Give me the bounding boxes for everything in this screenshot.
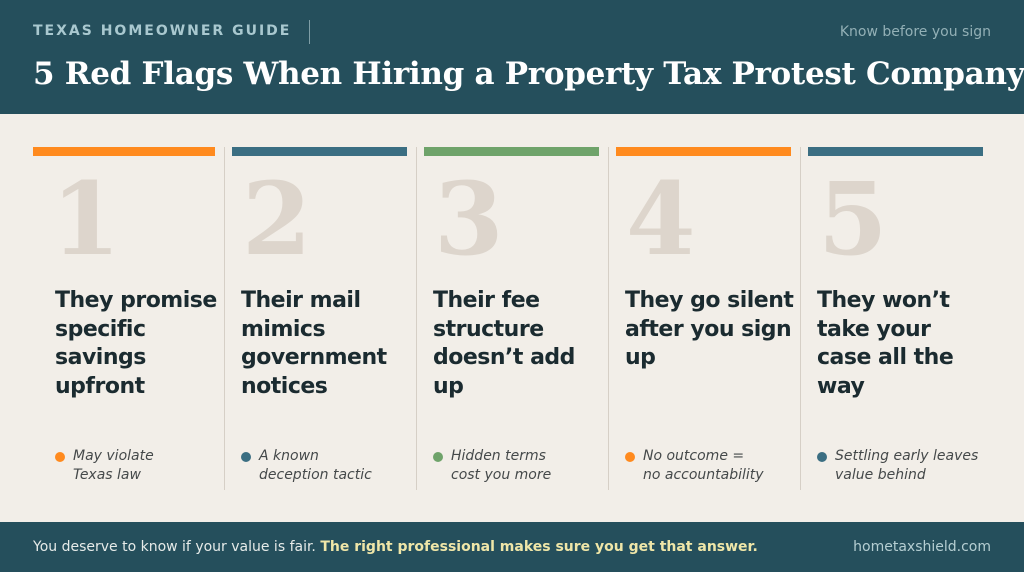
flag-heading: They won’t take your case all the way xyxy=(817,288,954,399)
footer-message: You deserve to know if your value is fai… xyxy=(33,539,758,555)
flag-note-text: A known deception tactic xyxy=(259,448,372,483)
footer-message-emphasis: The right professional makes sure you ge… xyxy=(320,539,758,555)
flag-note-text: May violate Texas law xyxy=(73,448,154,483)
flag-note: Settling early leaves value behind xyxy=(817,447,978,485)
accent-bar xyxy=(616,147,791,156)
flag-heading: They promise specific savings upfront xyxy=(55,288,217,399)
kicker-divider xyxy=(309,20,310,44)
flag-number: 2 xyxy=(242,160,312,278)
flag-note-text: No outcome = no accountability xyxy=(643,448,764,483)
flag-note: May violate Texas law xyxy=(55,447,154,485)
flag-note: A known deception tactic xyxy=(241,447,372,485)
accent-bar xyxy=(808,147,983,156)
flag-card-3: 3 Their fee structure doesn’t add up Hid… xyxy=(416,147,608,490)
flag-number: 4 xyxy=(626,160,696,278)
flag-note-text: Hidden terms cost you more xyxy=(451,448,552,483)
flag-card-1: 1 They promise specific savings upfront … xyxy=(33,147,224,490)
red-flags-list: 1 They promise specific savings upfront … xyxy=(33,147,992,490)
guide-kicker: TEXAS HOMEOWNER GUIDE xyxy=(33,23,292,39)
website-link[interactable]: hometaxshield.com xyxy=(853,539,991,555)
accent-bar xyxy=(232,147,407,156)
flag-card-2: 2 Their mail mimics government notices A… xyxy=(224,147,416,490)
page-title: 5 Red Flags When Hiring a Property Tax P… xyxy=(33,56,1024,92)
flag-card-5: 5 They won’t take your case all the way … xyxy=(800,147,992,490)
accent-bar xyxy=(33,147,215,156)
bullet-dot-icon xyxy=(433,452,443,462)
flag-note: Hidden terms cost you more xyxy=(433,447,551,485)
flag-number: 3 xyxy=(434,160,504,278)
flag-number: 1 xyxy=(51,160,121,278)
bullet-dot-icon xyxy=(241,452,251,462)
bullet-dot-icon xyxy=(817,452,827,462)
header-banner: TEXAS HOMEOWNER GUIDE Know before you si… xyxy=(0,0,1024,114)
tagline: Know before you sign xyxy=(839,24,991,40)
flag-heading: Their mail mimics government notices xyxy=(241,288,387,399)
flag-note-text: Settling early leaves value behind xyxy=(835,448,979,483)
footer-banner: You deserve to know if your value is fai… xyxy=(0,522,1024,572)
flag-card-4: 4 They go silent after you sign up No ou… xyxy=(608,147,800,490)
flag-number: 5 xyxy=(818,160,888,278)
flag-heading: Their fee structure doesn’t add up xyxy=(433,288,575,399)
flag-heading: They go silent after you sign up xyxy=(625,288,794,370)
bullet-dot-icon xyxy=(55,452,65,462)
bullet-dot-icon xyxy=(625,452,635,462)
footer-message-plain: You deserve to know if your value is fai… xyxy=(33,539,321,555)
accent-bar xyxy=(424,147,599,156)
flag-note: No outcome = no accountability xyxy=(625,447,764,485)
